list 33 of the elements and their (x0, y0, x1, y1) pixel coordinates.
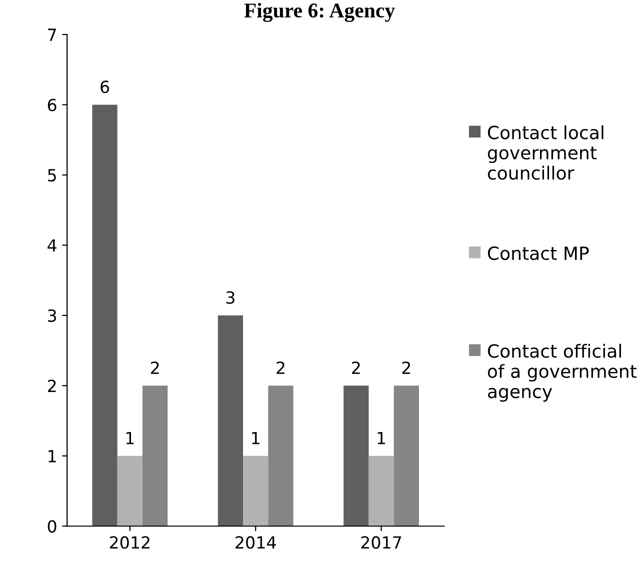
y-tick-label: 1 (48, 450, 56, 462)
data-label: 1 (126, 432, 134, 444)
data-label: 1 (252, 432, 260, 444)
legend-label: Contact official of a government agency (488, 344, 637, 402)
bar (117, 456, 142, 526)
x-tick-label: 2014 (236, 536, 276, 549)
data-label: 2 (276, 361, 284, 374)
legend-label: Contact local government councillor (488, 125, 604, 180)
bar (344, 386, 369, 526)
data-label: 2 (352, 361, 360, 374)
bar (92, 104, 118, 526)
bar (243, 456, 268, 526)
bar (142, 386, 168, 526)
y-tick-label: 2 (48, 380, 56, 392)
y-tick-label: 0 (48, 520, 56, 533)
bar (394, 386, 419, 526)
chart-title: Figure 6: Agency (244, 2, 395, 22)
x-tick-label: 2012 (110, 536, 150, 549)
x-tick-label: 2017 (361, 536, 402, 549)
bar (368, 456, 394, 526)
y-tick-label: 3 (48, 309, 56, 322)
y-tick-label: 5 (48, 169, 56, 182)
y-tick-label: 6 (48, 98, 56, 112)
data-label: 6 (100, 80, 110, 94)
data-label: 2 (150, 361, 159, 374)
data-label: 3 (226, 291, 234, 304)
bar (218, 315, 244, 526)
legend-label: Contact MP (488, 246, 589, 260)
y-tick-label: 4 (48, 239, 56, 252)
y-tick-label: 7 (48, 28, 56, 41)
data-label: 2 (402, 361, 410, 374)
bar (268, 386, 294, 526)
data-label: 1 (378, 432, 386, 444)
